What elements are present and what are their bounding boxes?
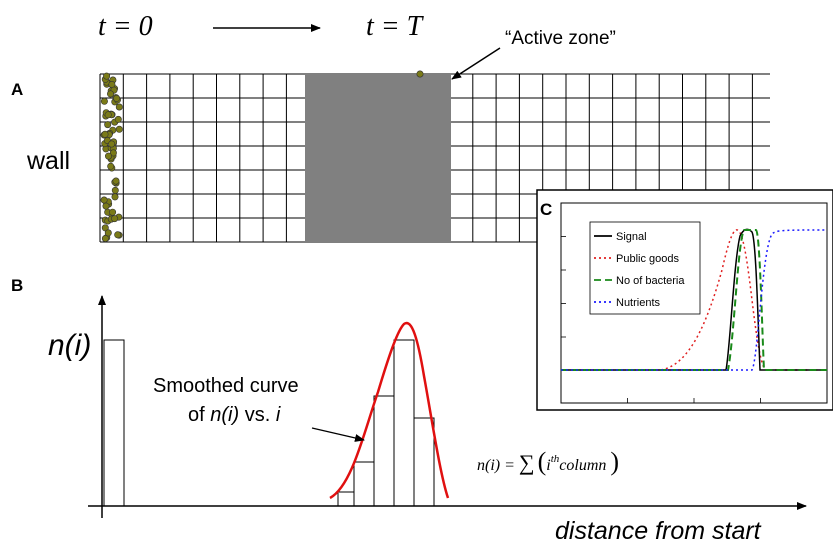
bacterium (104, 121, 112, 129)
legend-label: Signal (616, 231, 647, 243)
panel-b: B n(i) Smoothed curve of n(i) vs. i n(i)… (11, 276, 807, 545)
panel-a-letter: A (11, 80, 23, 99)
active-zone-label: “Active zone” (505, 28, 616, 49)
bacterium (112, 177, 120, 185)
bacterium (111, 186, 119, 194)
curve-label-line1: Smoothed curve (153, 375, 299, 397)
histogram-bar (353, 461, 375, 507)
bacterium (100, 97, 108, 105)
histogram-bar (373, 395, 395, 507)
panel-a: t = 0 t = T “Active zone” A wall (11, 11, 770, 243)
bacterium (113, 94, 121, 102)
histogram-bar (337, 491, 355, 507)
bacterium (100, 196, 108, 204)
histogram-bar (393, 339, 415, 507)
bacterium (111, 193, 119, 201)
bacteria-cluster (100, 70, 424, 243)
x-axis-label: distance from start (555, 517, 762, 545)
histogram-bars (337, 339, 435, 507)
active-zone (305, 74, 451, 242)
bacterium (103, 72, 111, 80)
wall-label: wall (26, 147, 70, 175)
bacterium (107, 162, 115, 170)
bacterium (104, 229, 112, 237)
curve-label-line2: of n(i) vs. i (188, 404, 281, 426)
bacterium (115, 125, 123, 133)
bacterium (109, 149, 117, 157)
bacterium (108, 140, 116, 148)
bacterium (104, 111, 112, 119)
bacterium (101, 235, 109, 243)
bacterium (114, 115, 122, 123)
bacterium (115, 103, 123, 111)
legend-label: Public goods (616, 253, 679, 265)
bacterium (114, 231, 122, 239)
bacterium (111, 215, 119, 223)
histogram-bar (413, 417, 435, 507)
bacterium (105, 152, 113, 160)
panel-c-ticks (560, 202, 828, 403)
time-start-label: t = 0 (98, 11, 153, 42)
time-end-label: t = T (366, 11, 425, 42)
histogram-bar-wall (103, 339, 125, 507)
legend-entries: Signal Public goods No of bacteria Nutrient… (594, 231, 685, 309)
bacterium (416, 70, 424, 78)
y-axis-label: n(i) (48, 329, 91, 362)
bacterium (102, 202, 110, 210)
series-public-goods (561, 229, 827, 371)
smoothed-curve (329, 321, 450, 500)
bacterium (107, 90, 115, 98)
panel-b-letter: B (11, 276, 23, 295)
curve-label-pointer (311, 427, 365, 442)
panel-c-letter: C (540, 200, 552, 219)
series-nutrients (561, 229, 828, 371)
series-no-of-bacteria (561, 229, 827, 371)
bacterium (109, 208, 117, 216)
panel-c-legend (589, 221, 701, 315)
panel-c: C Signal Public goods No of bacteria Nutrie… (536, 189, 833, 411)
legend-label: No of bacteria (616, 275, 685, 287)
legend-label: Nutrients (616, 297, 661, 309)
bacterium (101, 130, 109, 138)
formula: n(i) = ∑ (ithcolumn) (477, 447, 619, 476)
